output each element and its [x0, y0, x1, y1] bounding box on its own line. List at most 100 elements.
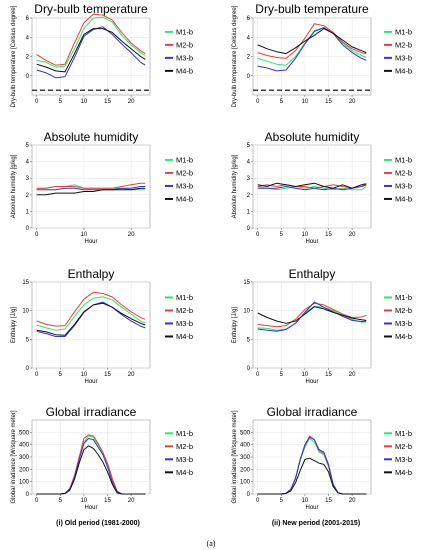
- y-tick-label: 10: [243, 309, 250, 315]
- legend-label: M4-b: [176, 66, 193, 75]
- x-tick-label: 0: [35, 498, 39, 504]
- y-tick-label: 5: [247, 143, 251, 149]
- x-tick-label: 15: [104, 99, 111, 105]
- series-line-m2-b: [36, 291, 146, 327]
- y-tick-label: 0: [26, 492, 30, 498]
- y-tick-label: 1: [26, 209, 30, 215]
- legend-label: M4-b: [176, 332, 193, 341]
- chart-title: Dry-bulb temperature: [34, 2, 148, 16]
- chart-panel: Global irradiance 0 100 200 300 400 500 0 5 10 15 2…: [232, 405, 412, 511]
- legend-label: M3-b: [176, 319, 193, 328]
- legend-label: M1-b: [395, 429, 412, 438]
- y-tick-label: 3: [26, 176, 30, 182]
- x-tick-label: 5: [280, 498, 284, 504]
- y-tick-label: 0: [247, 226, 251, 232]
- series-line-m3-b: [36, 26, 146, 79]
- y-tick-label: 6: [26, 16, 30, 22]
- series-line-m4-b: [36, 302, 146, 336]
- legend-label: M4-b: [176, 195, 193, 204]
- legend-label: M3-b: [395, 455, 412, 464]
- legend-label: M2-b: [395, 169, 412, 178]
- y-axis-title: Dry-bulb temperature [Celsius degree]: [11, 5, 17, 107]
- legend-label: M1-b: [176, 156, 193, 165]
- x-tick-label: 15: [325, 372, 332, 378]
- x-tick-label: 0: [35, 372, 39, 378]
- y-tick-label: 500: [240, 430, 251, 436]
- y-axis-title: Absolute humidity [g/kg]: [11, 154, 17, 218]
- series-line-m1-b: [257, 186, 367, 191]
- y-tick-label: 0: [247, 492, 251, 498]
- chart-panel: Enthalpy 0 5 10 15 0 5 10 15 20 Hour Enthalpy [J/g]…: [11, 267, 193, 385]
- y-axis-title: Enthalpy [J/g]: [11, 306, 17, 343]
- x-axis-title: Hour: [305, 239, 318, 245]
- legend-label: M4-b: [395, 195, 412, 204]
- x-tick-label: 15: [325, 99, 332, 105]
- series-line-m3-b: [257, 436, 367, 495]
- chart-title: Absolute humidity: [265, 130, 360, 144]
- x-tick-label: 20: [349, 498, 356, 504]
- y-tick-label: 6: [247, 16, 251, 22]
- chart-title: Global irradiance: [267, 405, 358, 419]
- y-tick-label: 300: [19, 455, 30, 461]
- plot-area: [31, 144, 151, 229]
- series-line-m1-b: [257, 27, 367, 66]
- legend: M1-b M2-b M3-b M4-b: [165, 293, 193, 341]
- chart-panel: Dry-bulb temperature 0 2 4 6 0 5 10 15 20 Dry-bulb…: [11, 2, 193, 107]
- series-line-m2-b: [36, 182, 146, 189]
- x-tick-label: 10: [302, 99, 309, 105]
- legend-label: M2-b: [176, 169, 193, 178]
- x-tick-label: 5: [280, 232, 284, 238]
- y-tick-label: 200: [240, 467, 251, 473]
- y-tick-label: 2: [247, 193, 251, 199]
- chart-panel: Absolute humidity 0 1 2 3 4 5 0 10 20 Hour Absolute…: [11, 130, 193, 245]
- y-tick-label: 15: [22, 280, 29, 286]
- legend-label: M4-b: [395, 66, 412, 75]
- series-line-m4-b: [257, 306, 367, 324]
- legend-label: M3-b: [395, 319, 412, 328]
- chart-panel: Absolute humidity 0 1 2 3 4 5 0 5 10 15 20 Hour Absol…: [232, 130, 412, 245]
- x-tick-label: 5: [59, 372, 63, 378]
- y-tick-label: 5: [247, 337, 251, 343]
- y-tick-label: 4: [247, 160, 251, 166]
- legend: M1-b M2-b M3-b M4-b: [165, 429, 193, 477]
- legend-label: M2-b: [176, 40, 193, 49]
- y-tick-label: 300: [240, 455, 251, 461]
- x-tick-label: 20: [349, 232, 356, 238]
- y-tick-label: 0: [26, 74, 30, 80]
- legend: M1-b M2-b M3-b M4-b: [384, 27, 412, 75]
- y-tick-label: 400: [240, 443, 251, 449]
- chart-title: Enthalpy: [68, 267, 115, 281]
- y-tick-label: 0: [247, 366, 251, 372]
- chart-panel: Global irradiance 0 100 200 300 400 500 0 5 10 15 2…: [11, 405, 193, 511]
- chart-title: Absolute humidity: [44, 130, 139, 144]
- x-tick-label: 10: [302, 498, 309, 504]
- series-line-m1-b: [257, 305, 367, 331]
- legend-label: M3-b: [176, 455, 193, 464]
- legend-label: M4-b: [176, 468, 193, 477]
- legend: M1-b M2-b M3-b M4-b: [384, 156, 412, 204]
- x-tick-label: 5: [280, 372, 284, 378]
- x-tick-label: 5: [280, 99, 284, 105]
- legend-label: M1-b: [176, 27, 193, 36]
- y-tick-label: 100: [19, 480, 30, 486]
- y-tick-label: 4: [26, 35, 30, 41]
- y-tick-label: 2: [26, 55, 30, 61]
- y-tick-label: 0: [26, 226, 30, 232]
- y-tick-label: 100: [240, 480, 251, 486]
- y-tick-label: 4: [26, 160, 30, 166]
- legend-label: M2-b: [395, 442, 412, 451]
- x-tick-label: 20: [128, 372, 135, 378]
- series-line-m1-b: [36, 296, 146, 331]
- series-line-m2-b: [257, 302, 367, 328]
- y-tick-label: 0: [26, 366, 30, 372]
- y-tick-label: 500: [19, 430, 30, 436]
- legend-label: M1-b: [176, 293, 193, 302]
- x-axis-title: Hour: [84, 505, 97, 511]
- series-line-m2-b: [257, 23, 367, 59]
- caption-old-period: (i) Old period (1981-2000): [56, 520, 140, 527]
- legend-label: M3-b: [395, 182, 412, 191]
- y-axis-title: Dry-bulb temperature [Celsius degree]: [232, 5, 238, 107]
- y-axis-title: Global irradiance [W/square meter]: [11, 410, 17, 503]
- series-line-m4-b: [36, 445, 146, 495]
- series-line-m1-b: [36, 16, 146, 68]
